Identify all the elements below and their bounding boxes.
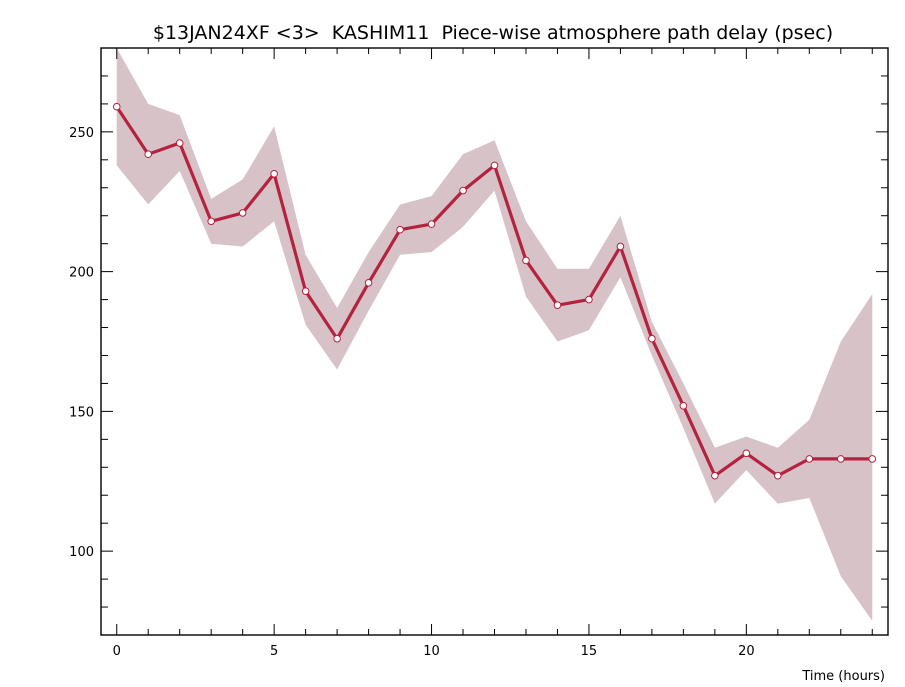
data-point	[553, 301, 562, 309]
uncertainty-band-layer	[116, 48, 873, 621]
data-point	[270, 169, 278, 178]
axis-tick-layer	[101, 48, 888, 635]
data-point	[333, 334, 341, 343]
data-point	[836, 455, 845, 463]
data-point	[868, 455, 877, 463]
data-point	[144, 150, 153, 159]
data-point	[207, 217, 215, 226]
x-tick-label: 20	[738, 644, 755, 659]
data-point	[427, 220, 436, 228]
y-tick-label: 150	[69, 405, 94, 420]
y-tick-label: 200	[69, 266, 94, 281]
data-point	[301, 287, 310, 295]
data-point	[679, 401, 688, 410]
x-axis-label: Time (hours)	[801, 669, 885, 684]
data-point	[585, 295, 593, 304]
data-point	[742, 449, 751, 458]
data-point	[490, 161, 499, 170]
data-point	[364, 279, 373, 287]
uncertainty-band	[116, 48, 873, 621]
tick-label-layer: 0 5 10 15 20 100 150 200 250	[69, 126, 754, 659]
y-tick-label: 250	[69, 126, 94, 141]
data-point	[522, 256, 530, 265]
data-point	[238, 209, 247, 217]
x-tick-label: 15	[581, 644, 598, 659]
x-tick-label: 10	[423, 644, 440, 659]
data-point	[175, 139, 184, 147]
x-tick-label: 5	[270, 644, 278, 659]
chart-title: $13JAN24XF <3> KASHIM11 Piece-wise atmos…	[153, 22, 833, 44]
data-point	[616, 242, 625, 251]
data-point	[648, 334, 656, 343]
data-point	[112, 102, 121, 111]
x-tick-label: 0	[113, 644, 121, 659]
y-tick-label: 100	[69, 545, 94, 560]
data-point	[774, 471, 782, 480]
data-point	[396, 225, 404, 234]
data-point	[711, 471, 719, 480]
plot-frame	[100, 47, 889, 636]
data-point	[459, 186, 467, 195]
data-point	[805, 455, 814, 463]
series-marker-layer	[112, 102, 877, 480]
